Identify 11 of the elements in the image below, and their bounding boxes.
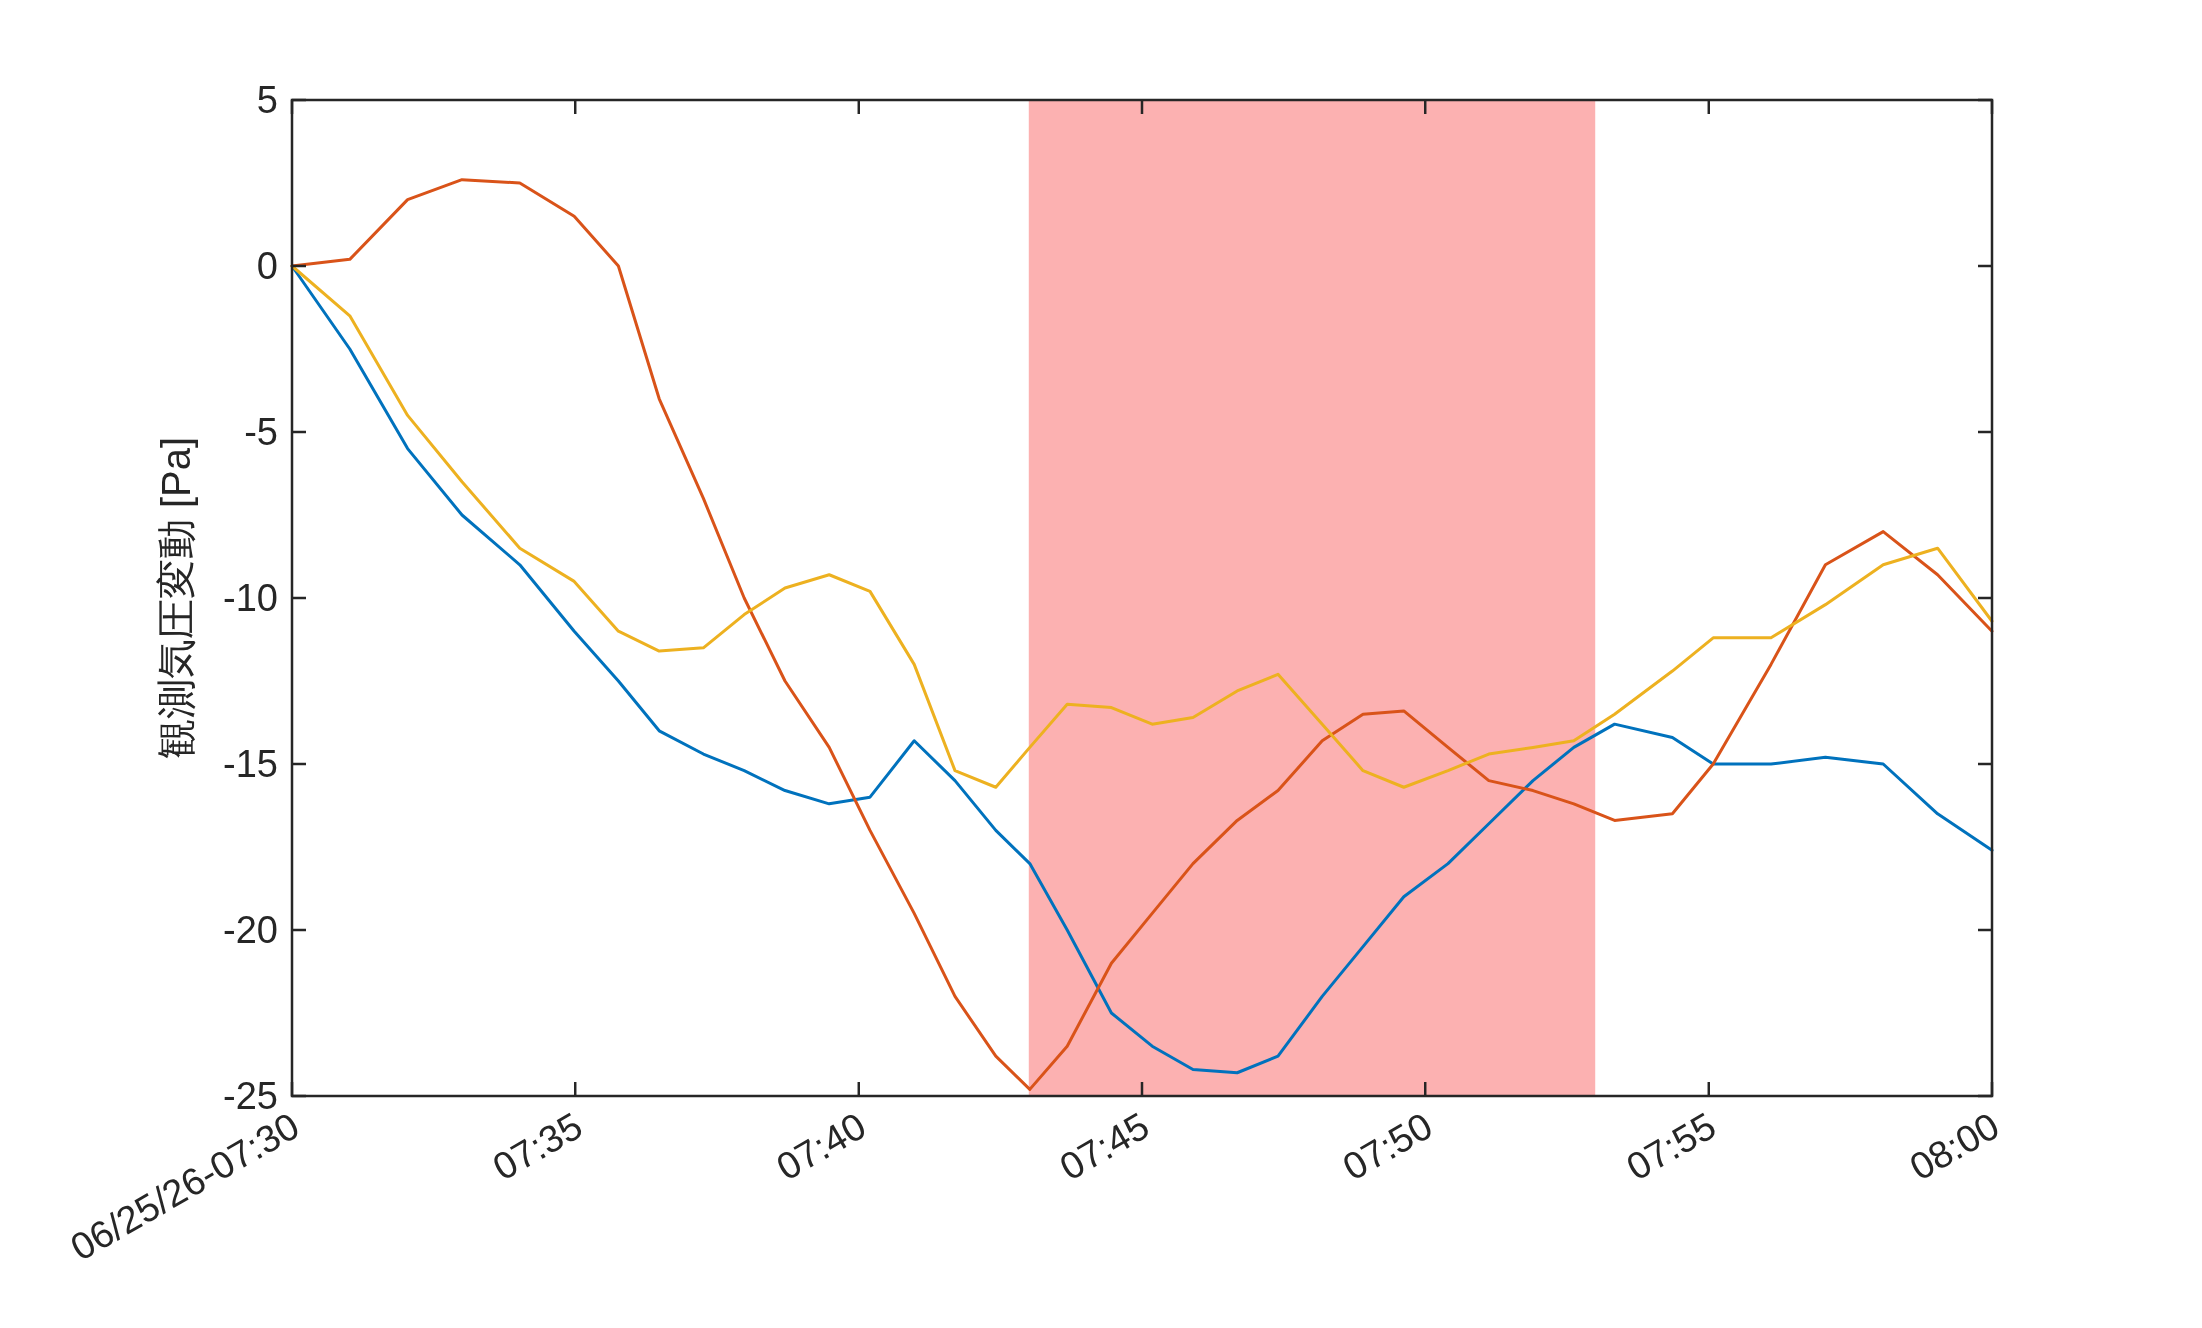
x-tick-label: 08:00 xyxy=(1902,1104,2006,1189)
y-tick-label: -5 xyxy=(244,411,278,453)
y-tick-label: -20 xyxy=(223,909,278,951)
y-tick-label: -10 xyxy=(223,577,278,619)
y-tick-label: -15 xyxy=(223,743,278,785)
y-tick-label: 5 xyxy=(256,79,278,121)
y-tick-label: 0 xyxy=(256,245,278,287)
x-tick-label: 07:40 xyxy=(769,1104,873,1189)
y-tick-label: -25 xyxy=(223,1075,278,1117)
y-axis-title: 観測気圧変動 [Pa] xyxy=(154,436,198,760)
x-tick-label: 07:50 xyxy=(1335,1104,1440,1189)
